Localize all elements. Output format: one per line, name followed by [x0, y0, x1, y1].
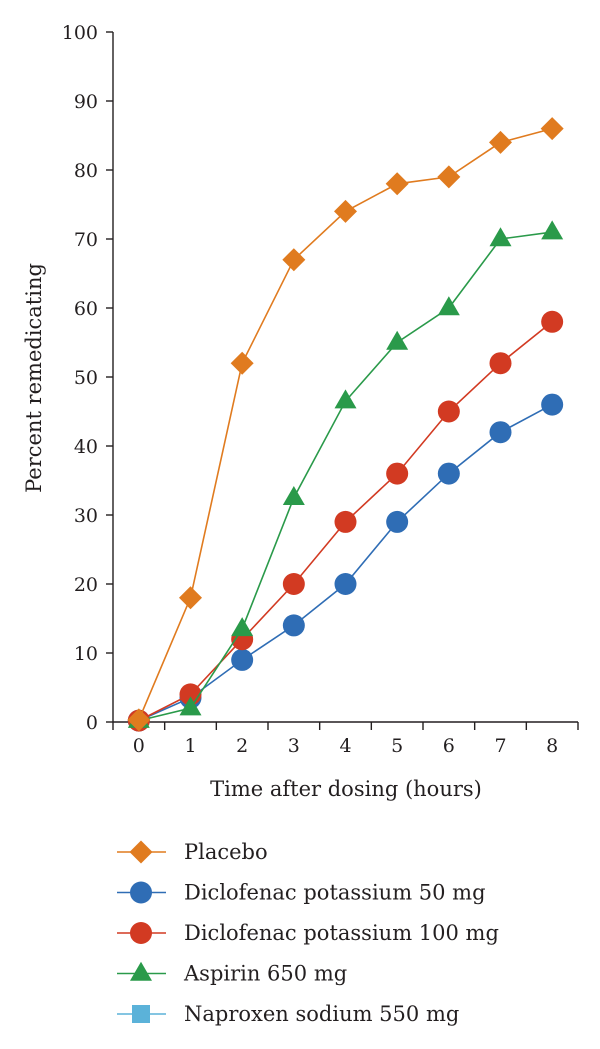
data-point: [386, 511, 408, 533]
data-point: [179, 586, 202, 609]
data-point: [541, 311, 563, 333]
series-3: [128, 220, 563, 728]
y-tick-label: 40: [74, 436, 98, 458]
legend-item: Diclofenac potassium 50 mg: [117, 881, 486, 905]
x-tick-label: 5: [391, 735, 403, 757]
y-tick-label: 50: [74, 367, 98, 389]
series-2: [128, 311, 563, 732]
series-line: [139, 405, 552, 721]
x-tick-label: 0: [133, 735, 145, 757]
data-point: [335, 511, 357, 533]
chart: 0 10 20 30 40 50 60 70 80 90 100 0 1 2 3 4 5 6 7 8 Time af…: [0, 0, 600, 1049]
y-tick-label: 30: [74, 505, 98, 527]
legend: Placebo Diclofenac potassium 50 mg Diclofe…: [117, 840, 499, 1026]
y-tick-label: 10: [74, 643, 98, 665]
series-layer: [127, 117, 563, 732]
y-tick-label: 60: [74, 298, 98, 320]
data-point: [231, 617, 253, 636]
data-point: [283, 486, 305, 505]
data-point: [283, 573, 305, 595]
legend-label: Diclofenac potassium 100 mg: [184, 921, 499, 945]
y-tick-label: 20: [74, 574, 98, 596]
x-tick-label: 7: [494, 735, 506, 757]
data-point: [283, 614, 305, 636]
x-tick-label: 4: [339, 735, 351, 757]
y-tick-label: 80: [74, 160, 98, 182]
data-point: [386, 331, 408, 350]
data-point: [231, 352, 254, 375]
plot-area: 0 10 20 30 40 50 60 70 80 90 100 0 1 2 3 4 5 6 7 8: [62, 22, 578, 757]
data-point: [386, 463, 408, 485]
y-tick-label: 0: [86, 712, 98, 734]
data-point: [490, 227, 512, 246]
y-axis-label: Percent remedicating: [22, 263, 46, 493]
legend-marker: [130, 922, 152, 944]
data-point: [438, 401, 460, 423]
data-point: [541, 220, 563, 239]
legend-item: Naproxen sodium 550 mg: [117, 1002, 459, 1026]
data-point: [490, 352, 512, 374]
legend-marker: [130, 962, 152, 981]
data-point: [437, 165, 460, 188]
x-tick-label: 1: [184, 735, 196, 757]
data-point: [489, 131, 512, 154]
legend-label: Diclofenac potassium 50 mg: [184, 881, 486, 905]
data-point: [438, 296, 460, 315]
data-point: [541, 394, 563, 416]
x-tick-label: 3: [288, 735, 300, 757]
data-point: [541, 117, 564, 140]
data-point: [438, 463, 460, 485]
series-1: [128, 394, 563, 732]
data-point: [335, 573, 357, 595]
legend-marker: [130, 882, 152, 904]
x-tick-label: 2: [236, 735, 248, 757]
legend-label: Aspirin 650 mg: [183, 962, 347, 986]
series-line: [139, 232, 552, 721]
x-ticks: 0 1 2 3 4 5 6 7 8: [113, 722, 578, 757]
y-tick-label: 70: [74, 229, 98, 251]
data-point: [386, 172, 409, 195]
legend-marker: [130, 841, 153, 864]
legend-label: Placebo: [184, 840, 268, 864]
y-tick-label: 90: [74, 91, 98, 113]
legend-label: Naproxen sodium 550 mg: [184, 1002, 459, 1026]
legend-marker: [132, 1005, 150, 1023]
y-ticks: 0 10 20 30 40 50 60 70 80 90 100: [62, 22, 113, 734]
y-tick-label: 100: [62, 22, 98, 44]
x-tick-label: 8: [546, 735, 558, 757]
legend-item: Aspirin 650 mg: [117, 962, 347, 986]
legend-item: Diclofenac potassium 100 mg: [117, 921, 499, 945]
x-tick-label: 6: [443, 735, 455, 757]
legend-item: Placebo: [117, 840, 268, 864]
data-point: [231, 649, 253, 671]
data-point: [490, 421, 512, 443]
x-axis-label: Time after dosing (hours): [210, 777, 482, 801]
